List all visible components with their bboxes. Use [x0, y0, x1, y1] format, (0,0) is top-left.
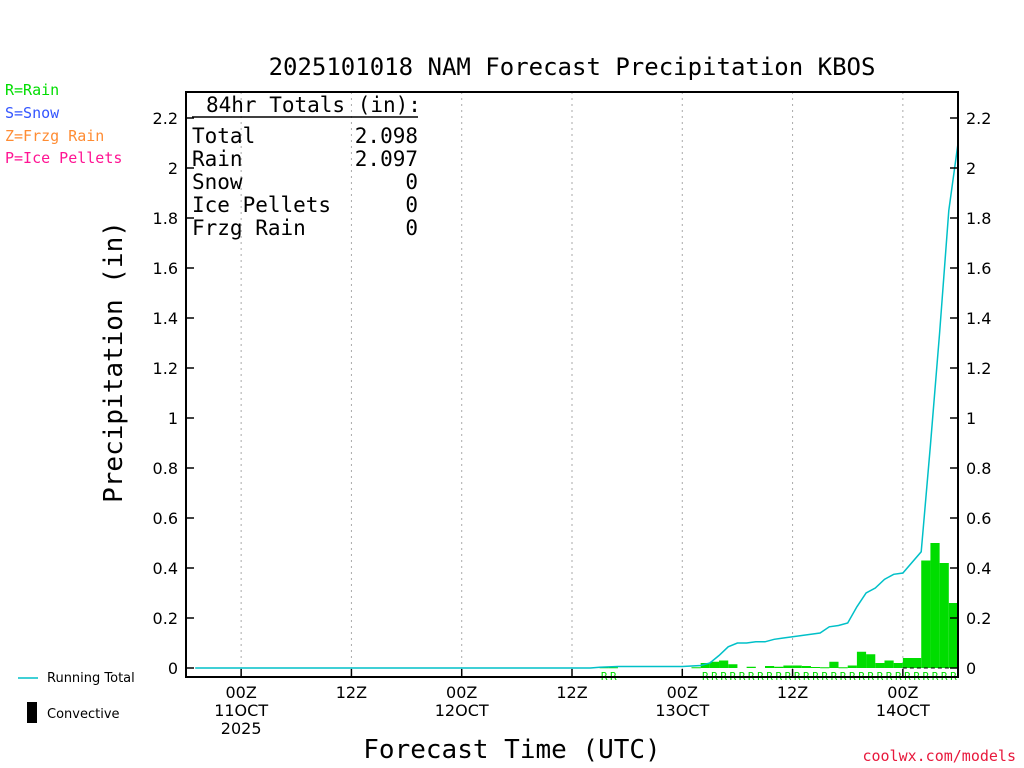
x-tick-label: 12Z	[336, 683, 367, 702]
precip-bar	[884, 660, 894, 668]
y-tick-label-left: 1	[168, 409, 178, 428]
y-ticks: 0 00.2 0.20.4 0.40.6 0.60.8 0.81 11.2 1.21.4 1.4…	[153, 109, 992, 678]
y-axis-label: Precipitation (in)	[99, 221, 129, 503]
y-tick-label-left: 0.2	[153, 609, 178, 628]
x-tick-label: 00Z	[225, 683, 256, 702]
y-tick-label-right: 0.4	[966, 559, 991, 578]
precip-bar	[847, 665, 857, 668]
precip-bar	[810, 667, 821, 668]
x-tick-label: 00Z	[446, 683, 477, 702]
precip-bar	[829, 661, 839, 668]
totals-row-value: 0	[405, 193, 418, 217]
x-tick-label: 12Z	[777, 683, 808, 702]
x-tick-label: 12Z	[556, 683, 587, 702]
totals-row-label: Total	[192, 124, 255, 148]
precip-bar	[719, 660, 729, 668]
y-tick-label-left: 1.8	[153, 209, 178, 228]
credit-text: coolwx.com/models	[862, 747, 1016, 765]
x-tick-label: 13OCT	[655, 701, 709, 720]
legend-rain: R=Rain	[5, 81, 59, 99]
precip-bar	[866, 654, 876, 668]
totals-header: 84hr Totals (in):	[206, 93, 421, 117]
precip-bar	[893, 663, 903, 668]
y-tick-label-left: 0.8	[153, 459, 178, 478]
totals-row-value: 2.097	[355, 147, 418, 171]
x-axis-label: Forecast Time (UTC)	[363, 735, 660, 765]
y-tick-label-right: 2	[966, 159, 976, 178]
y-tick-label-right: 1.4	[966, 309, 991, 328]
legend-ice-pellets: P=Ice Pellets	[5, 149, 122, 167]
y-tick-label-left: 0.6	[153, 509, 178, 528]
y-tick-label-left: 0.4	[153, 559, 178, 578]
totals-row-value: 0	[405, 216, 418, 240]
precip-bar	[820, 667, 830, 669]
legend-snow: S=Snow	[5, 104, 60, 122]
y-tick-label-left: 1.6	[153, 259, 178, 278]
precip-bar	[930, 543, 940, 668]
precip-bar	[921, 560, 931, 668]
precip-bar	[691, 667, 701, 669]
x-tick-label: 14OCT	[876, 701, 930, 720]
y-tick-label-right: 0.8	[966, 459, 991, 478]
bars-layer	[599, 543, 958, 669]
convective-legend-swatch	[27, 702, 37, 723]
totals-row-label: Ice Pellets	[192, 193, 331, 217]
precip-bar	[939, 563, 949, 668]
x-tick-label: 2025	[221, 719, 262, 738]
y-tick-label-right: 0	[966, 659, 976, 678]
y-tick-label-left: 0	[168, 659, 178, 678]
totals-row-value: 2.098	[355, 124, 418, 148]
x-tick-label: 00Z	[667, 683, 698, 702]
precip-bar	[902, 658, 922, 668]
legend-running-total: Running Total	[47, 671, 135, 686]
precip-bar	[801, 666, 811, 668]
y-tick-label-right: 0.2	[966, 609, 991, 628]
x-tick-label: 12OCT	[435, 701, 489, 720]
y-tick-label-right: 1.6	[966, 259, 991, 278]
y-tick-label-right: 1	[966, 409, 976, 428]
precip-bar	[792, 665, 802, 668]
x-tick-label: 00Z	[887, 683, 918, 702]
x-tick-label: 11OCT	[214, 701, 268, 720]
totals-row-label: Frzg Rain	[192, 216, 306, 240]
totals-row-label: Snow	[192, 170, 243, 194]
precip-bar	[948, 603, 958, 668]
totals-rows: Total 2.098 Rain 2.097 Snow 0 Ice Pellets 0 Frzg…	[192, 124, 418, 240]
legend-frzg-rain: Z=Frzg Rain	[5, 127, 104, 145]
grid-lines	[240, 92, 904, 677]
running-total-layer	[195, 143, 959, 669]
precip-bar	[774, 666, 784, 668]
totals-row-value: 0	[405, 170, 418, 194]
y-tick-label-right: 2.2	[966, 109, 991, 128]
chart-title: 2025101018 NAM Forecast Precipitation KB…	[269, 53, 876, 81]
y-tick-label-left: 2	[168, 159, 178, 178]
totals-box: 84hr Totals (in): Total 2.098 Rain 2.097 Sno…	[192, 93, 421, 240]
precip-bar	[700, 663, 710, 668]
y-tick-label-left: 1.4	[153, 309, 178, 328]
precip-bar	[709, 661, 720, 668]
precip-bar	[728, 664, 738, 668]
y-tick-label-left: 1.2	[153, 359, 178, 378]
precip-bar	[765, 666, 775, 668]
y-tick-label-left: 2.2	[153, 109, 178, 128]
precip-bar	[608, 667, 618, 669]
legend-convective: Convective	[47, 707, 120, 722]
totals-row-label: Rain	[192, 147, 243, 171]
y-tick-label-right: 1.8	[966, 209, 991, 228]
y-tick-label-right: 1.2	[966, 359, 991, 378]
precip-bar	[746, 666, 756, 668]
y-tick-label-right: 0.6	[966, 509, 991, 528]
precip-bar	[783, 665, 793, 668]
plot-frame	[185, 91, 959, 678]
precip-bar	[875, 663, 885, 668]
precip-bar	[856, 651, 867, 668]
running-total-line	[195, 143, 959, 669]
precip-bar	[838, 667, 848, 669]
